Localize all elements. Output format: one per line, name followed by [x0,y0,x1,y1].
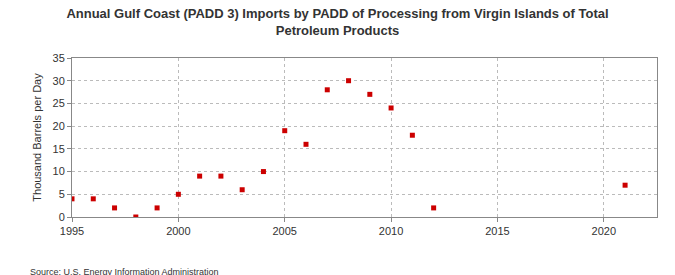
svg-text:2010: 2010 [379,225,403,237]
svg-text:Thousand Barrels per Day: Thousand Barrels per Day [31,73,43,202]
svg-text:2015: 2015 [485,225,509,237]
svg-text:2005: 2005 [272,225,296,237]
svg-text:2020: 2020 [592,225,616,237]
svg-text:Annual Gulf Coast (PADD 3) Imp: Annual Gulf Coast (PADD 3) Imports by PA… [66,6,608,38]
svg-text:2000: 2000 [166,225,190,237]
svg-text:1995: 1995 [60,225,84,237]
svg-text:30: 30 [53,75,65,87]
svg-text:15: 15 [53,143,65,155]
svg-text:25: 25 [53,97,65,109]
svg-text:35: 35 [53,52,65,64]
svg-text:0: 0 [59,211,65,223]
svg-text:10: 10 [53,165,65,177]
svg-text:5: 5 [59,188,65,200]
svg-text:Source: U.S. Energy Informatio: Source: U.S. Energy Information Administ… [30,267,219,275]
svg-text:20: 20 [53,120,65,132]
